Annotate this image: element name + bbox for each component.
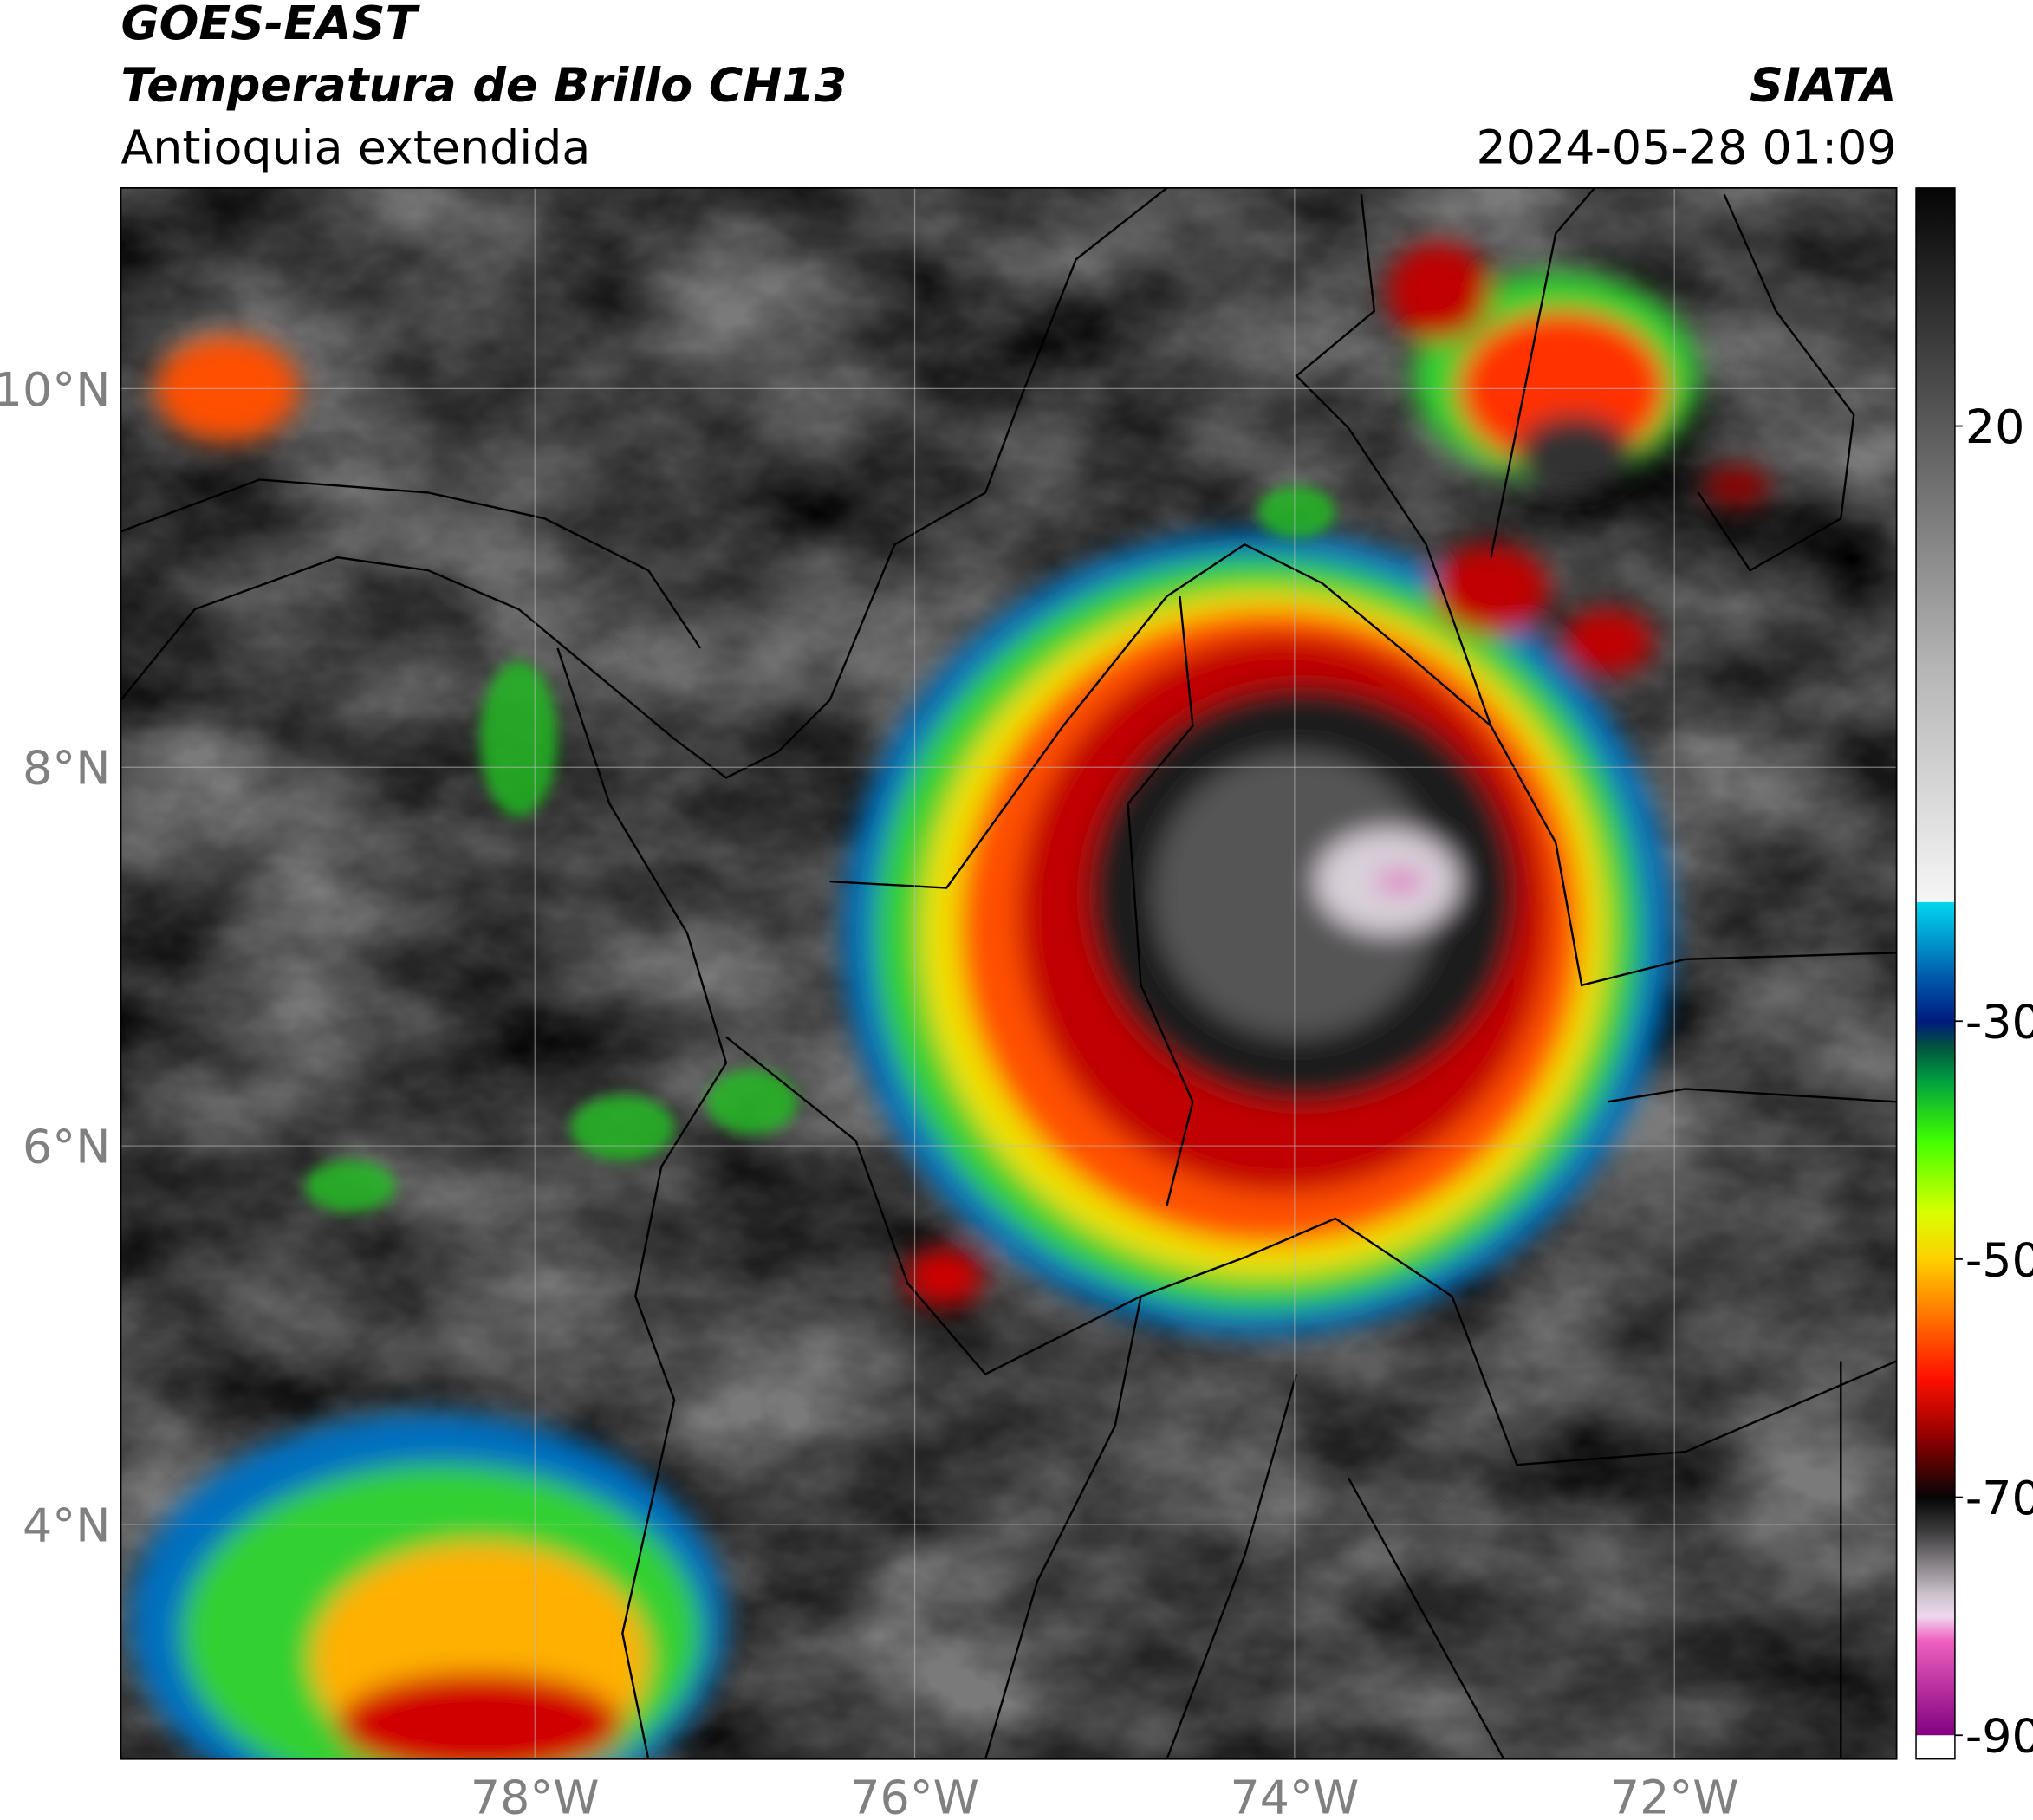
colorbar-segment [1916, 1735, 1955, 1760]
colorbar-segment [1916, 426, 1955, 665]
colorbar-tick-label: -70 [1965, 1471, 2033, 1525]
grid [120, 187, 1897, 1759]
colorbar-segment [1916, 1044, 1955, 1082]
colorbar [1916, 187, 1955, 1760]
colorbar-segment [1916, 1592, 1955, 1617]
y-tick-label: 6°N [23, 1119, 110, 1173]
y-tick-label: 8°N [23, 741, 110, 796]
y-tick-label: 4°N [23, 1498, 110, 1552]
colorbar-segment [1916, 1378, 1955, 1439]
colorbar-segment [1916, 187, 1955, 427]
datetime: 2024-05-28 01:09 [1477, 120, 1897, 174]
colorbar-tick-label: -30 [1965, 995, 2033, 1050]
colorbar-segment [1916, 1497, 1955, 1534]
colorbar-segment [1916, 1437, 1955, 1498]
y-tick-label: 10°N [0, 362, 110, 417]
colorbar-segment [1916, 973, 1955, 1022]
colorbar-segment [1916, 664, 1955, 903]
colorbar-tick-label: -50 [1965, 1232, 2033, 1287]
colorbar-tick-label: -90 [1965, 1709, 2033, 1764]
x-tick-label: 76°W [850, 1771, 979, 1820]
colorbar-segment [1916, 1532, 1955, 1594]
subtitle: Temperatura de Brillo CH13 [120, 58, 847, 113]
colorbar-segment [1916, 1318, 1955, 1379]
colorbar-segment [1916, 901, 1955, 975]
x-tick-label: 78°W [471, 1771, 600, 1820]
colorbar-tick-label: 20 [1965, 400, 2025, 454]
boundaries [120, 187, 1897, 1759]
small-cells [304, 485, 1335, 1212]
satellite-image [120, 187, 1897, 1759]
colorbar-segment [1916, 1140, 1955, 1212]
x-tick-label: 72°W [1610, 1771, 1739, 1820]
colorbar-segment [1916, 1258, 1955, 1320]
title: GOES-EAST [120, 0, 420, 50]
colorbar-segment [1916, 1080, 1955, 1141]
source: SIATA [1750, 58, 1897, 113]
x-tick-label: 74°W [1231, 1771, 1360, 1820]
colorbar-segment [1916, 1615, 1955, 1641]
plot-frame [120, 186, 1898, 1760]
colorbar-segment [1916, 1640, 1955, 1736]
colorbar-segment [1916, 1021, 1955, 1046]
colorbar-frame [1915, 187, 1956, 1760]
region: Antioquia extendida [120, 120, 590, 174]
colorbar-segment [1916, 1211, 1955, 1260]
